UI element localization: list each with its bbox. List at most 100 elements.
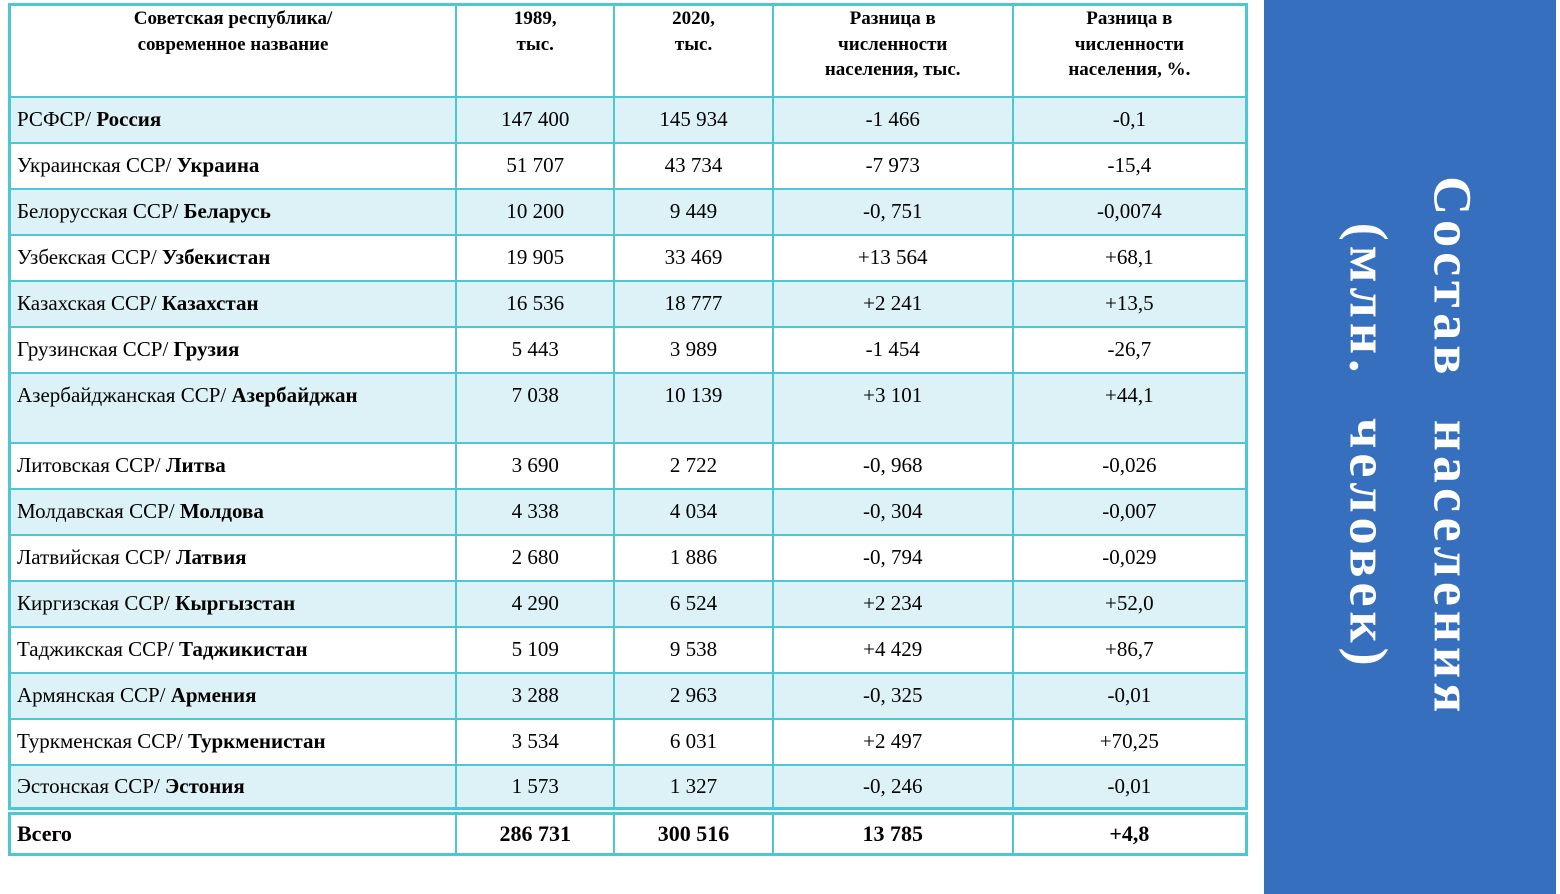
table-row: Таджикская ССР/ Таджикистан 5 109 9 538 +4 … bbox=[8, 625, 1248, 674]
col-header-2020: 2020, тыс. bbox=[613, 3, 774, 98]
diff-percent-cell: -0,01 bbox=[1011, 763, 1248, 812]
modern-name: Эстония bbox=[165, 773, 245, 798]
modern-name: Беларусь bbox=[183, 199, 271, 223]
table-row: Украинская ССР/ Украина 51 707 43 734 -7 97… bbox=[8, 141, 1248, 190]
diff-percent-cell: +68,1 bbox=[1011, 233, 1248, 282]
table-row: Литовская ССР/ Литва 3 690 2 722 -0, 968 -0,… bbox=[8, 441, 1248, 490]
diff-percent-cell: -0,029 bbox=[1011, 533, 1248, 582]
soviet-name: Грузинская ССР/ bbox=[17, 337, 174, 361]
republic-name-cell: Азербайджанская ССР/ Азербайджан bbox=[8, 371, 458, 444]
diff-thousands-cell: -0, 968 bbox=[771, 441, 1014, 490]
republic-name-cell: Узбекская ССР/ Узбекистан bbox=[8, 233, 458, 282]
total-label: Всего bbox=[17, 820, 72, 846]
republic-name-cell: Белорусская ССР/ Беларусь bbox=[8, 187, 458, 236]
table-header: Советская республика/ современное назван… bbox=[8, 3, 1248, 98]
republic-name-cell: Украинская ССР/ Украина bbox=[8, 141, 458, 190]
modern-name: Молдова bbox=[179, 499, 264, 523]
soviet-name: Литовская ССР/ bbox=[17, 453, 166, 477]
diff-percent-cell: -0,007 bbox=[1011, 487, 1248, 536]
diff-percent-cell: +44,1 bbox=[1011, 371, 1248, 444]
table-row: Грузинская ССР/ Грузия 5 443 3 989 -1 454 -2… bbox=[8, 325, 1248, 374]
soviet-name: Армянская ССР/ bbox=[17, 683, 171, 707]
total-row: Всего 286 731 300 516 13 785 +4,8 bbox=[8, 806, 1248, 856]
diff-percent-cell: -0,1 bbox=[1011, 95, 1248, 144]
modern-name: Азербайджан bbox=[231, 382, 358, 407]
diff-percent-cell: +86,7 bbox=[1011, 625, 1248, 674]
modern-name: Кыргызстан bbox=[175, 591, 296, 615]
table-row: Белорусская ССР/ Беларусь 10 200 9 449 -0, … bbox=[8, 187, 1248, 236]
diff-thousands-cell: +13 564 bbox=[771, 233, 1014, 282]
republic-name-cell: Литовская ССР/ Литва bbox=[8, 441, 458, 490]
diff-thousands-cell: +3 101 bbox=[771, 371, 1014, 444]
diff-thousands-cell: -7 973 bbox=[771, 141, 1014, 190]
diff-percent-cell: +13,5 bbox=[1011, 279, 1248, 328]
table-row: Эстонская ССР/ Эстония 1 573 1 327 -0, 246-… bbox=[8, 763, 1248, 812]
value-1989-cell: 3 534 bbox=[455, 717, 616, 766]
soviet-name: Узбекская ССР/ bbox=[17, 245, 162, 269]
value-2020-cell: 1 327 bbox=[613, 763, 774, 812]
col-header-diff-thousands: Разница в численности населения, тыс. bbox=[771, 3, 1014, 98]
diff-percent-cell: +70,25 bbox=[1011, 717, 1248, 766]
diff-percent-cell: -26,7 bbox=[1011, 325, 1248, 374]
col-header-diff-percent: Разница в численности населения, %. bbox=[1011, 3, 1248, 98]
soviet-name: Таджикская ССР/ bbox=[17, 637, 179, 661]
diff-thousands-cell: +2 234 bbox=[771, 579, 1014, 628]
col-header-republic: Советская республика/ современное назван… bbox=[8, 3, 458, 98]
modern-name: Грузия bbox=[173, 337, 240, 361]
value-2020-cell: 3 989 bbox=[613, 325, 774, 374]
vertical-title-line2: (млн. человек) bbox=[1339, 223, 1400, 671]
republic-name-cell: Эстонская ССР/ Эстония bbox=[8, 763, 458, 812]
table-body: РСФСР/ Россия 147 400 145 934 -1 466 -0,1 Укр… bbox=[8, 95, 1248, 812]
value-2020-cell: 2 722 bbox=[613, 441, 774, 490]
value-1989-cell: 4 338 bbox=[455, 487, 616, 536]
diff-thousands-cell: +4 429 bbox=[771, 625, 1014, 674]
republic-name-cell: Туркменская ССР/ Туркменистан bbox=[8, 717, 458, 766]
soviet-name: Белорусская ССР/ bbox=[17, 199, 184, 223]
value-2020-cell: 43 734 bbox=[613, 141, 774, 190]
diff-thousands-cell: -0, 304 bbox=[771, 487, 1014, 536]
total-label-cell: Всего bbox=[8, 806, 458, 856]
soviet-name: Азербайджанская ССР/ bbox=[17, 382, 232, 407]
soviet-name: Молдавская ССР/ bbox=[17, 499, 180, 523]
right-title-panel: Состав населения (млн. человек) bbox=[1264, 0, 1556, 894]
republic-name-cell: РСФСР/ Россия bbox=[8, 95, 458, 144]
vertical-title-line1: Состав населения bbox=[1422, 176, 1483, 718]
diff-thousands-cell: -0, 325 bbox=[771, 671, 1014, 720]
value-1989-cell: 19 905 bbox=[455, 233, 616, 282]
diff-percent-cell: +52,0 bbox=[1011, 579, 1248, 628]
header-row: Советская республика/ современное назван… bbox=[8, 3, 1248, 98]
diff-thousands-cell: -0, 794 bbox=[771, 533, 1014, 582]
value-2020-cell: 145 934 bbox=[613, 95, 774, 144]
modern-name: Литва bbox=[165, 453, 226, 477]
table-row: Молдавская ССР/ Молдова 4 338 4 034 -0, 304… bbox=[8, 487, 1248, 536]
table-row: Казахская ССР/ Казахстан 16 536 18 777 +2 2… bbox=[8, 279, 1248, 328]
diff-thousands-cell: -0, 246 bbox=[771, 763, 1014, 812]
value-2020-cell: 9 449 bbox=[613, 187, 774, 236]
total-diff-thousands-cell: 13 785 bbox=[771, 806, 1014, 856]
republic-name-cell: Грузинская ССР/ Грузия bbox=[8, 325, 458, 374]
value-2020-cell: 1 886 bbox=[613, 533, 774, 582]
table-row: Азербайджанская ССР/ Азербайджан 7 038 10 … bbox=[8, 371, 1248, 444]
value-2020-cell: 9 538 bbox=[613, 625, 774, 674]
modern-name: Таджикистан bbox=[178, 637, 308, 661]
value-1989-cell: 3 288 bbox=[455, 671, 616, 720]
value-2020-cell: 6 031 bbox=[613, 717, 774, 766]
vertical-slide-title: Состав населения (млн. человек) bbox=[1326, 176, 1493, 717]
value-1989-cell: 2 680 bbox=[455, 533, 616, 582]
republic-name-cell: Молдавская ССР/ Молдова bbox=[8, 487, 458, 536]
value-1989-cell: 3 690 bbox=[455, 441, 616, 490]
value-2020-cell: 4 034 bbox=[613, 487, 774, 536]
republic-name-cell: Казахская ССР/ Казахстан bbox=[8, 279, 458, 328]
diff-percent-cell: -15,4 bbox=[1011, 141, 1248, 190]
soviet-name: Латвийская ССР/ bbox=[17, 545, 176, 569]
value-1989-cell: 4 290 bbox=[455, 579, 616, 628]
value-1989-cell: 1 573 bbox=[455, 763, 616, 812]
value-1989-cell: 7 038 bbox=[455, 371, 616, 444]
table-row: РСФСР/ Россия 147 400 145 934 -1 466 -0,1 bbox=[8, 95, 1248, 144]
value-1989-cell: 5 109 bbox=[455, 625, 616, 674]
value-2020-cell: 33 469 bbox=[613, 233, 774, 282]
modern-name: Армения bbox=[170, 683, 257, 707]
diff-thousands-cell: -0, 751 bbox=[771, 187, 1014, 236]
value-1989-cell: 5 443 bbox=[455, 325, 616, 374]
col-header-1989: 1989, тыс. bbox=[455, 3, 616, 98]
